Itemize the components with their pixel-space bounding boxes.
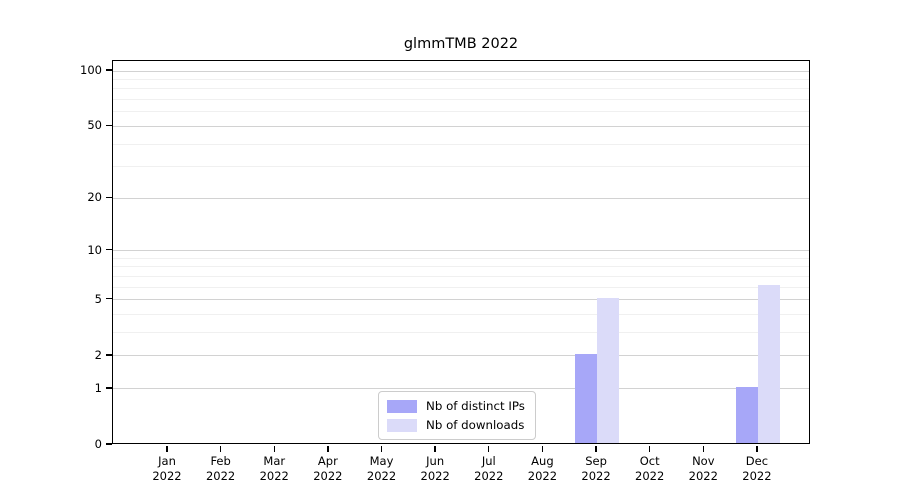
y-tick-mark [106, 196, 112, 198]
x-axis-tick-year: 2022 [474, 469, 504, 483]
x-axis-tick-label: Feb 2022 [186, 454, 256, 484]
y-tick-mark [106, 443, 112, 445]
y-axis-tick-label: 1 [94, 380, 102, 395]
minor-gridline [113, 257, 809, 259]
legend-swatch-distinct-ips [387, 399, 417, 413]
x-tick-mark [541, 445, 544, 452]
minor-gridline [113, 78, 809, 80]
x-axis-tick-label: Mar 2022 [239, 454, 309, 484]
x-tick-mark [380, 445, 383, 452]
x-axis-tick-label: Dec 2022 [722, 454, 792, 484]
plot-area: Nb of distinct IPs Nb of downloads [112, 60, 810, 444]
y-tick-mark [106, 354, 112, 356]
bar-downloads [597, 297, 619, 443]
y-axis-tick-label: 100 [80, 63, 102, 78]
y-tick-mark [106, 387, 112, 389]
major-gridline [113, 250, 809, 252]
x-axis-tick-year: 2022 [259, 469, 289, 483]
x-tick-mark [756, 445, 758, 452]
legend-item: Nb of downloads [387, 418, 525, 432]
minor-gridline [113, 111, 809, 113]
x-axis-tick-label: Oct 2022 [615, 454, 685, 484]
legend-label: Nb of distinct IPs [426, 399, 525, 413]
x-axis-tick-year: 2022 [527, 469, 558, 483]
y-tick-mark [106, 124, 112, 127]
major-gridline [113, 197, 809, 199]
x-axis-tick-year: 2022 [688, 469, 718, 483]
x-axis-tick-label: May 2022 [347, 454, 417, 484]
major-gridline [113, 125, 809, 127]
minor-gridline [113, 275, 809, 277]
major-gridline [113, 70, 809, 72]
x-tick-mark [595, 445, 597, 452]
legend: Nb of distinct IPs Nb of downloads [378, 391, 536, 440]
x-axis-tick-label: Aug 2022 [507, 454, 577, 484]
chart-title: glmmTMB 2022 [403, 36, 519, 52]
legend-item: Nb of distinct IPs [387, 399, 525, 413]
y-tick-mark [106, 248, 112, 251]
major-gridline [113, 355, 809, 357]
bar-distinct-ips [575, 353, 598, 443]
y-tick-mark [106, 69, 112, 71]
x-axis-tick-year: 2022 [313, 469, 343, 483]
minor-gridline [113, 314, 809, 316]
major-gridline [113, 299, 809, 301]
x-tick-mark [273, 445, 275, 452]
x-tick-mark [488, 445, 490, 452]
y-tick-mark [106, 298, 112, 300]
x-axis-tick-year: 2022 [152, 469, 182, 483]
x-axis-tick-label: Sep 2022 [561, 454, 631, 484]
minor-gridline [113, 143, 809, 145]
x-axis-tick-label: Nov 2022 [668, 454, 738, 484]
bar-distinct-ips [736, 386, 758, 443]
x-axis-tick-label: Jul 2022 [454, 454, 524, 484]
y-axis-tick-label: 5 [94, 291, 102, 306]
minor-gridline [113, 166, 809, 168]
y-axis-tick-label: 10 [87, 242, 102, 257]
x-tick-mark [166, 445, 168, 452]
x-tick-mark [648, 445, 651, 452]
legend-label: Nb of downloads [426, 418, 525, 432]
x-axis-tick-label: Apr 2022 [293, 454, 363, 484]
x-tick-mark [434, 445, 436, 452]
x-tick-mark [702, 445, 704, 452]
y-axis-tick-label: 50 [87, 118, 102, 133]
x-tick-mark [327, 445, 329, 452]
y-axis-tick-label: 2 [94, 347, 102, 362]
bar-downloads [757, 285, 780, 443]
y-axis-tick-label: 20 [87, 190, 102, 205]
minor-gridline [113, 266, 809, 268]
x-axis-tick-year: 2022 [420, 469, 450, 483]
minor-gridline [113, 88, 809, 90]
x-tick-mark [219, 445, 222, 452]
x-axis-tick-label: Jun 2022 [400, 454, 470, 484]
y-axis-tick-label: 0 [94, 437, 102, 451]
minor-gridline [113, 332, 809, 334]
minor-gridline [113, 286, 809, 288]
x-axis-tick-year: 2022 [742, 469, 772, 483]
major-gridline [113, 388, 809, 390]
x-axis-tick-year: 2022 [635, 469, 665, 483]
x-axis-tick-label: Jan 2022 [132, 454, 202, 484]
x-axis-tick-year: 2022 [366, 469, 397, 483]
x-axis-tick-year: 2022 [205, 469, 236, 483]
legend-swatch-downloads [387, 418, 417, 432]
x-axis-tick-year: 2022 [581, 469, 611, 483]
minor-gridline [113, 99, 809, 101]
